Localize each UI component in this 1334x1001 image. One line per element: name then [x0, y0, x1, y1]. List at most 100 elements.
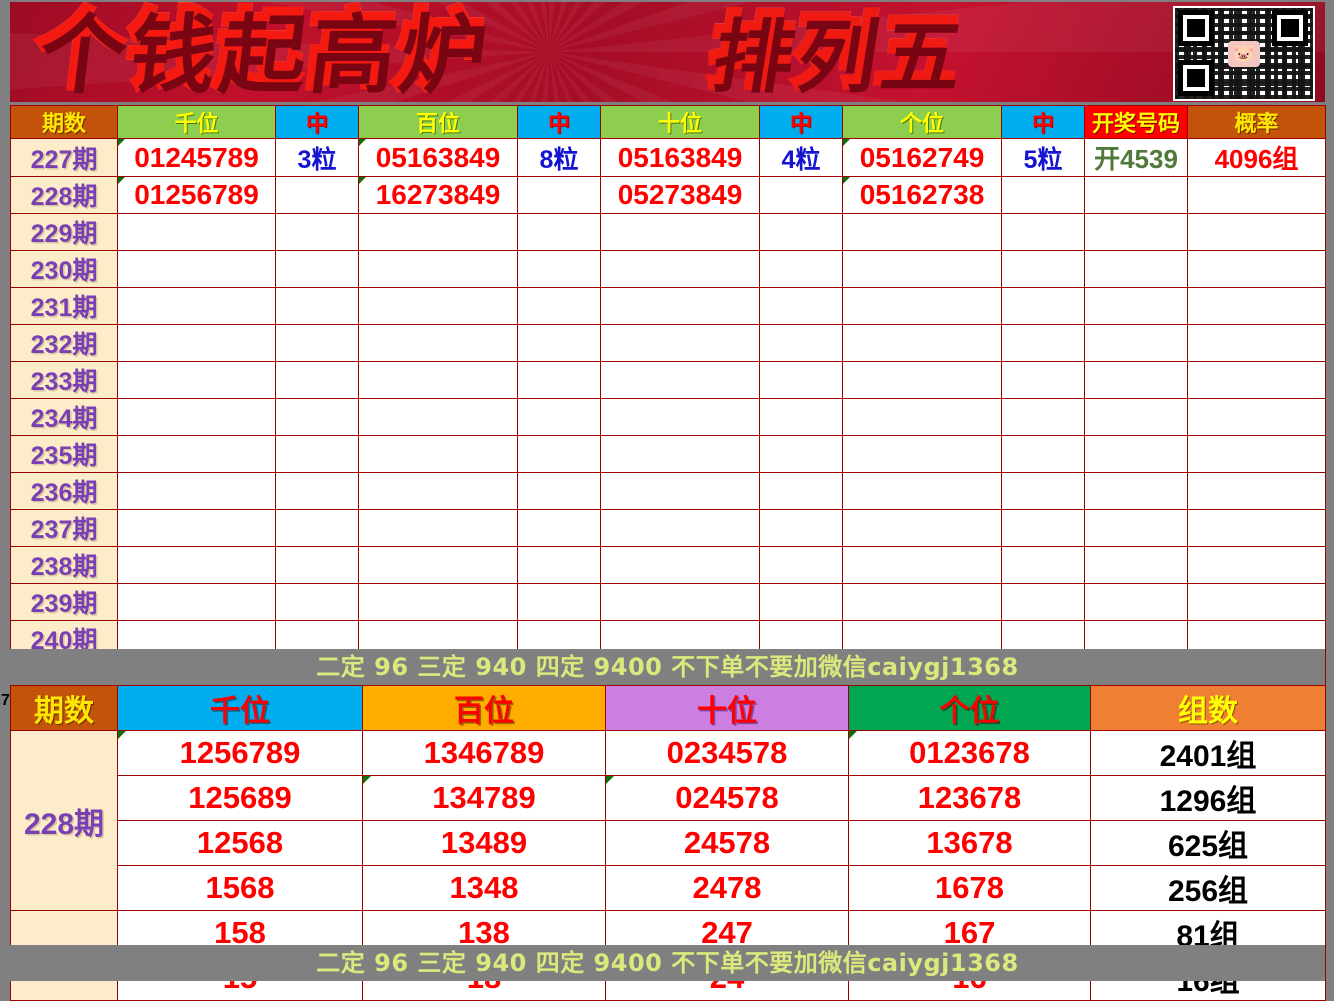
table-row: 230期 — [10, 250, 1326, 288]
promo-banner-bottom: 二定 96 三定 940 四定 9400 不下单不要加微信caiygj1368 — [10, 945, 1325, 981]
table-row: 229期 — [10, 213, 1326, 251]
qr-finder-bottom-left — [1178, 60, 1214, 96]
cell-probability — [1187, 435, 1326, 473]
cell-baiwei-hit — [517, 583, 601, 621]
cell-baiwei: 16273849 — [358, 176, 518, 214]
table1-header-prob: 概率 — [1187, 105, 1326, 139]
cell-baiwei-hit — [517, 361, 601, 399]
cell-shiwei-hit — [759, 472, 843, 510]
row-period-label: 237期 — [10, 509, 118, 547]
cell-gewei-hit — [1001, 176, 1085, 214]
cell-qianwei — [117, 546, 276, 584]
cell-baiwei — [358, 250, 518, 288]
table-row: 235期 — [10, 435, 1326, 473]
cell-qianwei — [117, 435, 276, 473]
cell-shiwei-hit — [759, 361, 843, 399]
cell-baiwei-group: 1346789 — [362, 730, 606, 776]
cell-shiwei-hit — [759, 250, 843, 288]
cell-shiwei-hit — [759, 176, 843, 214]
cell-baiwei — [358, 546, 518, 584]
cell-probability — [1187, 361, 1326, 399]
table2-header-baiwei: 百位 — [362, 685, 606, 731]
qr-code-icon[interactable]: 🐷 — [1173, 6, 1315, 101]
cell-probability — [1187, 472, 1326, 510]
promo-banner-middle: 二定 96 三定 940 四定 9400 不下单不要加微信caiygj1368 — [10, 649, 1325, 685]
cell-qianwei-hit — [275, 472, 359, 510]
cell-qianwei — [117, 287, 276, 325]
cell-shiwei-hit — [759, 213, 843, 251]
table1-header-hit-4: 中 — [1001, 105, 1085, 139]
cell-group-count: 2401组 — [1090, 730, 1326, 776]
row-period-label: 230期 — [10, 250, 118, 288]
cell-shiwei: 05273849 — [600, 176, 760, 214]
row-period-label: 227期 — [10, 138, 118, 177]
cell-gewei — [842, 287, 1002, 325]
cell-shiwei-hit — [759, 435, 843, 473]
row-period-label: 234期 — [10, 398, 118, 436]
table-row: 237期 — [10, 509, 1326, 547]
table2-period-label: 228期 — [10, 730, 118, 911]
qr-finder-top-left — [1178, 10, 1214, 46]
side-page-marker: 7 — [1, 692, 10, 709]
cell-baiwei — [358, 472, 518, 510]
cell-baiwei-hit — [517, 435, 601, 473]
table-row: 239期 — [10, 583, 1326, 621]
cell-draw-number — [1084, 324, 1188, 362]
table1-header-hit-2: 中 — [517, 105, 601, 139]
cell-baiwei-hit: 8粒 — [517, 138, 601, 177]
cell-shiwei-group: 0234578 — [605, 730, 849, 776]
cell-probability — [1187, 176, 1326, 214]
cell-probability — [1187, 583, 1326, 621]
row-period-label: 235期 — [10, 435, 118, 473]
cell-group-count: 256组 — [1090, 865, 1326, 911]
cell-gewei-hit — [1001, 287, 1085, 325]
table2-header-groups: 组数 — [1090, 685, 1326, 731]
cell-baiwei-group: 1348 — [362, 865, 606, 911]
cell-baiwei — [358, 583, 518, 621]
cell-baiwei-hit — [517, 472, 601, 510]
cell-baiwei-hit — [517, 509, 601, 547]
cell-gewei-hit — [1001, 546, 1085, 584]
cell-qianwei-hit — [275, 176, 359, 214]
cell-gewei — [842, 361, 1002, 399]
table2-header-shiwei: 十位 — [605, 685, 849, 731]
cell-shiwei — [600, 435, 760, 473]
cell-qianwei-hit — [275, 583, 359, 621]
cell-baiwei-group: 13489 — [362, 820, 606, 866]
cell-gewei — [842, 546, 1002, 584]
row-period-label: 229期 — [10, 213, 118, 251]
cell-qianwei — [117, 472, 276, 510]
cell-gewei: 05162738 — [842, 176, 1002, 214]
cell-gewei — [842, 472, 1002, 510]
cell-shiwei — [600, 472, 760, 510]
cell-qianwei-group: 1568 — [117, 865, 363, 911]
cell-shiwei — [600, 250, 760, 288]
cell-draw-number — [1084, 435, 1188, 473]
cell-qianwei-hit — [275, 213, 359, 251]
cell-baiwei — [358, 509, 518, 547]
cell-shiwei-hit — [759, 324, 843, 362]
cell-draw-number — [1084, 583, 1188, 621]
cell-baiwei — [358, 213, 518, 251]
cell-baiwei-hit — [517, 176, 601, 214]
cell-shiwei-hit — [759, 583, 843, 621]
row-period-label: 238期 — [10, 546, 118, 584]
cell-qianwei: 01245789 — [117, 138, 276, 177]
cell-gewei-hit — [1001, 250, 1085, 288]
table2-header-period: 期数 — [10, 685, 118, 731]
cell-shiwei — [600, 324, 760, 362]
cell-baiwei-hit — [517, 287, 601, 325]
cell-qianwei-group: 125689 — [117, 775, 363, 821]
table1-body: 227期 01245789 3粒 05163849 8粒 05163849 4粒 051627… — [10, 138, 1326, 695]
cell-qianwei-hit — [275, 324, 359, 362]
cell-gewei-hit — [1001, 435, 1085, 473]
cell-group-count: 1296组 — [1090, 775, 1326, 821]
table-row: 232期 — [10, 324, 1326, 362]
cell-baiwei-group: 134789 — [362, 775, 606, 821]
cell-qianwei-hit: 3粒 — [275, 138, 359, 177]
cell-baiwei — [358, 361, 518, 399]
cell-qianwei: 01256789 — [117, 176, 276, 214]
table1-header-draw: 开奖号码 — [1084, 105, 1188, 139]
cell-baiwei-hit — [517, 546, 601, 584]
table-row: 236期 — [10, 472, 1326, 510]
